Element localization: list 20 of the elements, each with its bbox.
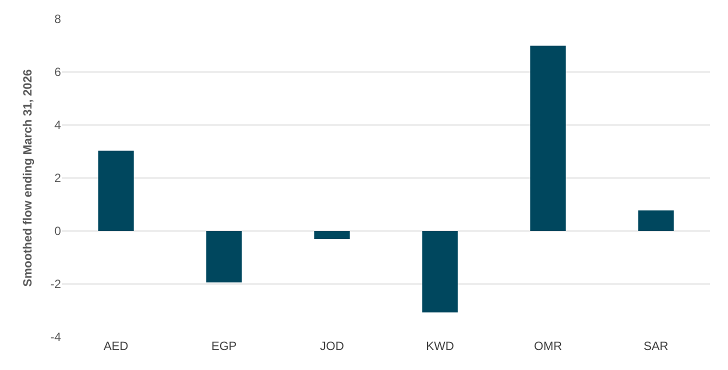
x-tick-label: OMR bbox=[534, 339, 562, 353]
bar bbox=[530, 46, 566, 231]
y-tick-label: 8 bbox=[54, 12, 62, 26]
bar bbox=[314, 231, 350, 239]
bar bbox=[638, 210, 674, 231]
y-tick-label: 6 bbox=[54, 65, 62, 80]
bar bbox=[206, 231, 242, 282]
y-tick-label: 2 bbox=[54, 171, 62, 186]
y-tick-label: 0 bbox=[54, 224, 62, 238]
y-axis-title: Smoothed flow ending March 31, 2026 bbox=[20, 68, 35, 287]
x-tick-label: EGP bbox=[211, 339, 237, 353]
bar bbox=[422, 231, 458, 312]
x-tick-label: KWD bbox=[426, 339, 454, 353]
x-tick-label: AED bbox=[104, 339, 129, 353]
x-tick-label: JOD bbox=[320, 339, 344, 353]
y-tick-label: 4 bbox=[54, 118, 62, 132]
bar bbox=[98, 150, 134, 231]
y-tick-label: -4 bbox=[50, 330, 62, 344]
x-tick-label: SAR bbox=[644, 339, 669, 353]
y-tick-label: -2 bbox=[50, 277, 62, 292]
